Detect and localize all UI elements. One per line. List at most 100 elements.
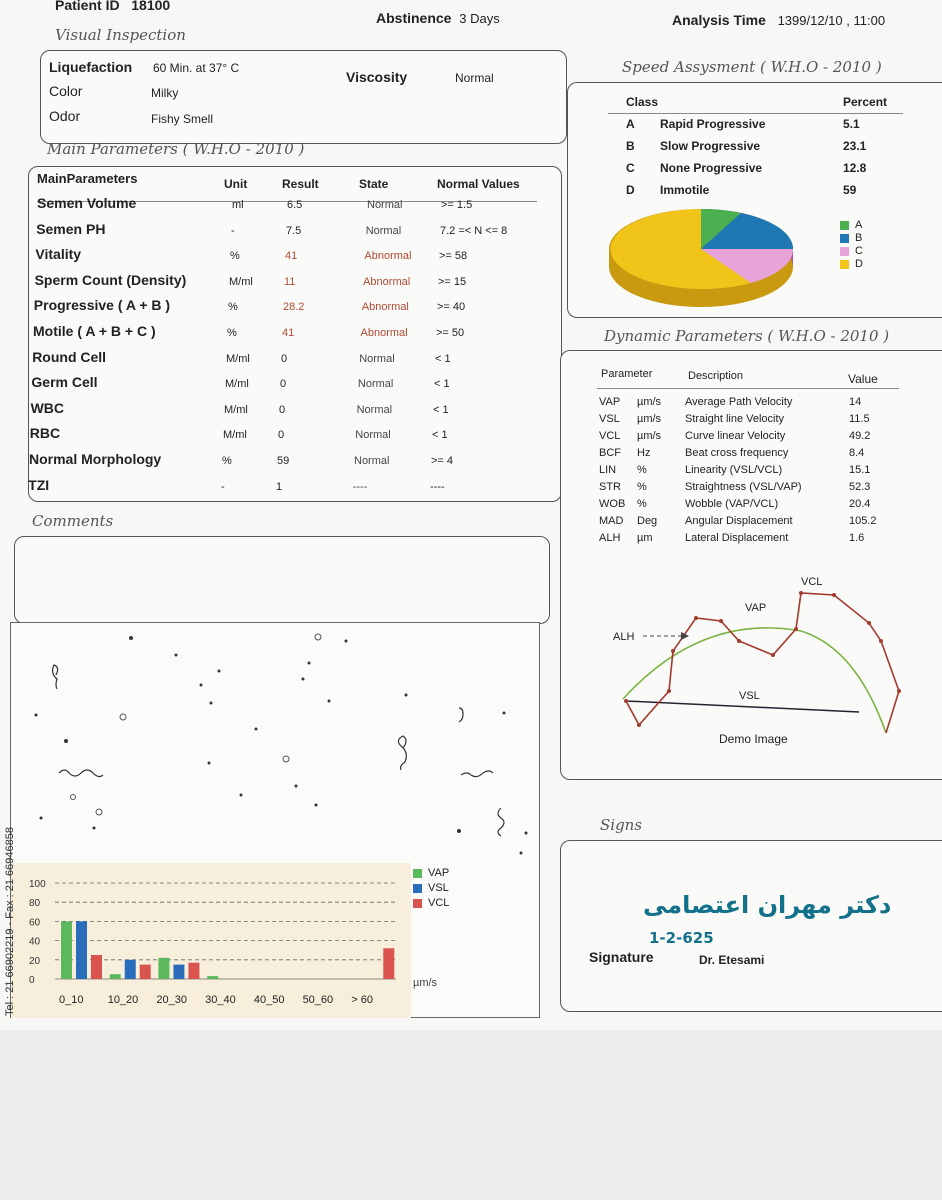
speed-pie-chart — [609, 208, 794, 307]
dyn-param: LIN — [599, 464, 617, 476]
color-label: Color — [49, 83, 83, 99]
param-normal: >= 4 — [431, 455, 454, 467]
param-name: Sperm Count (Density) — [34, 271, 187, 288]
dyn-header-value: Value — [848, 372, 878, 386]
speed-percent: 5.1 — [843, 117, 860, 131]
pie-legend-c: C — [840, 245, 863, 258]
pie-legend: A B C D — [840, 219, 863, 271]
bar-vsl-20_30 — [173, 964, 185, 979]
bar-vap-20_30 — [158, 957, 170, 979]
x-tick-label: 50_60 — [303, 994, 334, 1006]
signature-label: Signature — [589, 949, 654, 965]
param-name: Semen PH — [36, 220, 106, 237]
speed-class: D — [626, 183, 635, 197]
liquefaction-label: Liquefaction — [49, 59, 133, 75]
param-name: Progressive ( A + B ) — [33, 297, 171, 314]
viscosity-value: Normal — [455, 71, 494, 85]
param-result: 11 — [284, 275, 296, 288]
dyn-param: VCL — [599, 430, 621, 442]
param-normal: < 1 — [435, 352, 451, 365]
param-unit: - — [221, 480, 225, 493]
param-unit: % — [227, 327, 237, 339]
dyn-description: Beat cross frequency — [685, 447, 789, 459]
histogram-legend: VAP VSL VCL — [413, 867, 449, 909]
param-normal: < 1 — [434, 378, 450, 391]
param-state: Normal — [365, 224, 402, 237]
param-normal: >= 58 — [439, 250, 468, 263]
param-result: 0 — [279, 403, 286, 416]
param-normal: 7.2 =< N <= 8 — [440, 224, 508, 237]
param-unit: ml — [232, 199, 244, 211]
sperm-tracks-image — [34, 633, 528, 855]
speed-percent: 12.8 — [843, 161, 867, 175]
demo-vcl-label: VCL — [801, 576, 822, 588]
histogram-panel: 100 80 60 40 20 0 0_10 10_20 20_30 30_40 40_50 50_6… — [11, 863, 411, 1018]
param-state: Normal — [367, 199, 403, 211]
dyn-unit: µm — [637, 532, 653, 544]
param-normal: >= 40 — [437, 301, 466, 314]
x-tick-label: 0_10 — [59, 994, 83, 1006]
param-state: Abnormal — [363, 275, 411, 288]
class-header: Class — [626, 95, 659, 109]
signature-stamp-number: 1-2-625 — [649, 929, 714, 947]
y-tick-label: 0 — [29, 975, 35, 986]
dyn-header-parameter: Parameter — [601, 368, 653, 380]
param-result: 28.2 — [283, 301, 305, 314]
y-tick-label: 40 — [29, 937, 41, 948]
main-header-2: Result — [282, 177, 319, 191]
demo-caption: Demo Image — [719, 732, 788, 746]
dyn-unit: µm/s — [637, 396, 662, 408]
param-unit: M/ml — [229, 275, 253, 288]
bar-vap-0_10 — [61, 921, 72, 979]
dyn-param: BCF — [599, 447, 621, 459]
param-state: ---- — [352, 480, 368, 493]
param-state: Normal — [356, 403, 393, 416]
param-normal: ---- — [430, 480, 445, 493]
microscopy-image: 100 80 60 40 20 0 0_10 10_20 20_30 30_40 40_50 50_6… — [10, 622, 540, 1018]
visual-inspection-box: Liquefaction 60 Min. at 37° C Viscosity … — [40, 50, 567, 144]
param-name: Vitality — [35, 246, 82, 263]
param-normal: >= 15 — [438, 275, 467, 288]
param-name: Semen Volume — [37, 195, 137, 211]
y-tick-label: 100 — [29, 879, 46, 890]
param-unit: % — [222, 455, 232, 467]
param-state: Normal — [354, 455, 390, 467]
x-tick-label: > 60 — [351, 994, 373, 1006]
param-result: 41 — [285, 250, 298, 263]
dyn-unit: % — [637, 498, 647, 510]
speed-class: A — [626, 117, 635, 131]
main-header-0: MainParameters — [37, 171, 138, 186]
comments-box[interactable] — [14, 536, 550, 624]
param-name: TZI — [28, 476, 50, 493]
param-name: RBC — [29, 425, 61, 442]
dyn-value: 1.6 — [849, 532, 865, 544]
dyn-value: 15.1 — [849, 464, 871, 476]
histogram-unit: µm/s — [413, 977, 438, 989]
param-result: 0 — [278, 429, 285, 442]
param-unit: - — [231, 224, 235, 237]
x-tick-label: 40_50 — [254, 994, 285, 1006]
x-tick-label: 20_30 — [156, 994, 187, 1006]
velocity-histogram: 100 80 60 40 20 0 0_10 10_20 20_30 30_40 40_50 50_6… — [29, 879, 396, 1006]
dyn-unit: µm/s — [637, 413, 662, 425]
dyn-param: VAP — [599, 396, 621, 408]
dyn-param: VSL — [599, 413, 620, 425]
dyn-description: Angular Displacement — [685, 515, 793, 527]
main-header-1: Unit — [224, 177, 248, 191]
speed-label: Rapid Progressive — [660, 117, 766, 131]
bar-vcl-10_20 — [139, 964, 151, 979]
speed-label: Slow Progressive — [660, 139, 761, 153]
param-state: Abnormal — [364, 250, 412, 263]
dyn-value: 52.3 — [849, 481, 871, 493]
dyn-unit: µm/s — [637, 430, 662, 442]
pie-legend-a: A — [840, 219, 863, 232]
dyn-description: Straightness (VSL/VAP) — [685, 481, 802, 493]
bar-vsl-10_20 — [124, 959, 136, 979]
side-contact-text: Tel : 21 66902219 - Fax : 21 66946858 — [4, 827, 16, 1016]
param-unit: % — [228, 301, 238, 314]
speed-percent: 59 — [843, 183, 857, 197]
param-unit: % — [230, 250, 240, 263]
param-normal: < 1 — [432, 429, 448, 442]
main-params-title: Main Parameters ( W.H.O - 2010 ) — [47, 140, 305, 158]
dyn-value: 14 — [849, 396, 862, 408]
